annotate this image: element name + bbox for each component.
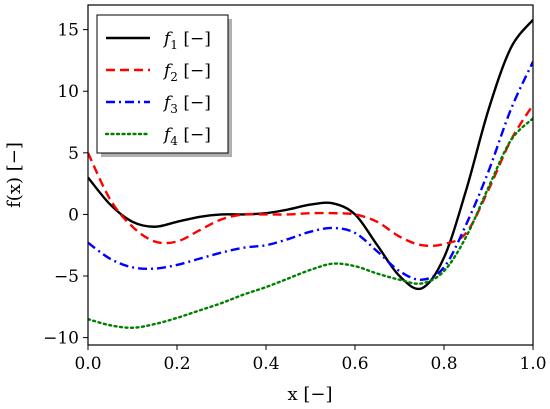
series-line-f2 — [88, 104, 533, 248]
y-ticks: −10 −5 0 5 10 15 — [43, 21, 88, 349]
x-axis-label: x [−] — [288, 384, 333, 405]
legend-label-f3: f3 [−] — [162, 93, 211, 116]
series-group — [88, 19, 533, 329]
legend-label-f1: f1 [−] — [162, 29, 211, 52]
y-tick-label: 10 — [57, 82, 79, 102]
plot-frame — [87, 4, 534, 346]
y-tick-label: 0 — [68, 205, 79, 225]
x-tick-label: 1.0 — [519, 354, 546, 374]
y-tick-label: −5 — [54, 267, 79, 287]
series-line-f1 — [88, 19, 533, 291]
legend-entries: f1 [−] f2 [−] f3 [−] f4 [−] — [104, 29, 211, 148]
x-tick-label: 0.2 — [163, 354, 190, 374]
y-axis-label: f(x) [−] — [4, 142, 25, 208]
legend-box — [96, 14, 229, 154]
y-tick-label: 15 — [57, 21, 79, 41]
x-tick-label: 0.4 — [252, 354, 279, 374]
y-tick-label: 5 — [68, 144, 79, 164]
legend-label-f2: f2 [−] — [162, 61, 211, 84]
x-tick-label: 0.0 — [74, 354, 101, 374]
x-ticks: 0.0 0.2 0.4 0.6 0.8 1.0 — [74, 345, 547, 374]
legend-label-f4: f4 [−] — [162, 125, 211, 148]
y-tick-label: −10 — [43, 329, 79, 349]
x-tick-label: 0.6 — [341, 354, 368, 374]
series-line-f4 — [88, 117, 533, 329]
series-line-f3 — [88, 61, 533, 281]
x-tick-label: 0.8 — [430, 354, 457, 374]
legend: f1 [−] f2 [−] f3 [−] f4 [−] — [96, 14, 232, 157]
